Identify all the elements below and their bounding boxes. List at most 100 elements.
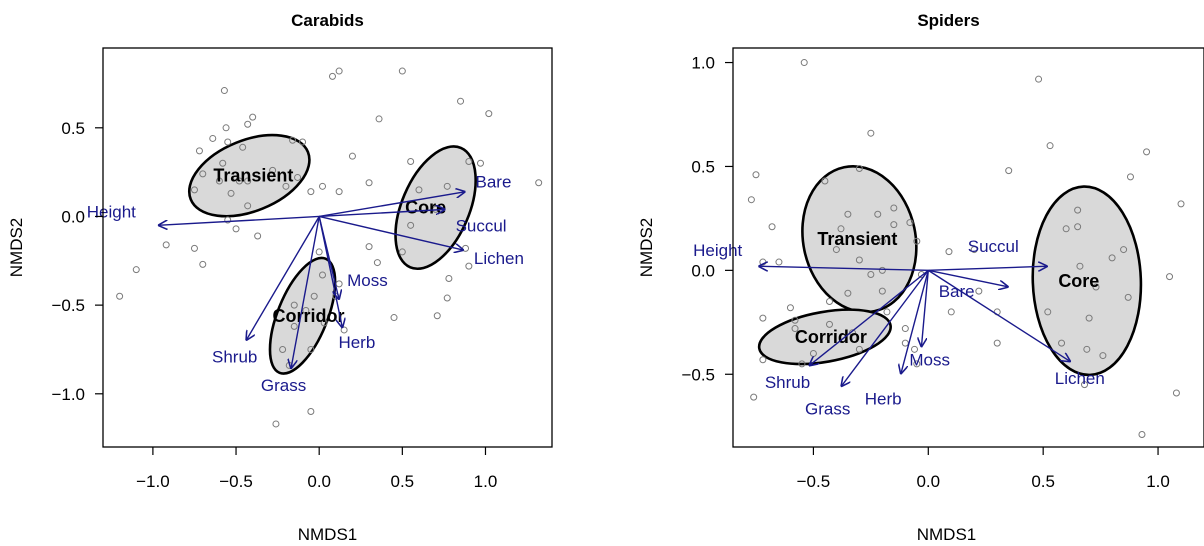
spiders-group-label-transient: Transient [817,229,897,249]
carabids-site-point [227,189,235,197]
carabids-vector-label-grass: Grass [261,376,306,395]
carabids-site-point [249,113,257,121]
carabids-site-point [282,182,290,190]
carabids-panel: TransientCoreCorridorHeightBareSucculLic… [7,11,553,544]
carabids-x-tick-label: 0.5 [391,472,415,491]
spiders-site-point [837,225,845,233]
spiders-site-point [1044,308,1052,316]
carabids-y-axis-label: NMDS2 [7,218,26,278]
spiders-group-label-corridor: Corridor [795,327,867,347]
spiders-site-point [791,325,799,333]
carabids-vector-label-lichen: Lichen [474,249,524,268]
carabids-x-tick-label: −0.5 [219,472,253,491]
carabids-site-point [195,147,203,155]
spiders-panel: Transient Core Corridor Height Succul Bare Lic… [637,11,1204,544]
carabids-site-point [348,152,356,160]
spiders-site-point [750,393,758,401]
spiders-title: Spiders [917,11,979,30]
carabids-site-point [290,322,298,330]
spiders-site-point [800,59,808,67]
carabids-site-point [407,221,415,229]
carabids-site-point [224,216,232,224]
carabids-y-tick-label: −0.5 [51,296,85,315]
carabids-site-point [315,248,323,256]
spiders-y-tick-label: −0.5 [681,365,715,384]
carabids-site-point [433,312,441,320]
spiders-site-point [855,256,863,264]
carabids-site-point [235,177,243,185]
carabids-y-tick-label: 0.5 [61,119,85,138]
spiders-site-point [945,248,953,256]
spiders-x-tick-label: −0.5 [797,472,831,491]
spiders-site-point [775,258,783,266]
carabids-ellipse-transient [187,133,311,218]
spiders-ellipse-corridor [757,308,892,366]
carabids-site-point [443,182,451,190]
spiders-vector-lichen [927,269,1070,361]
carabids-site-point [222,124,230,132]
spiders-site-point [1074,223,1082,231]
spiders-site-point [913,360,921,368]
spiders-site-point [832,246,840,254]
carabids-site-point [457,97,465,105]
spiders-site-point [1085,314,1093,322]
spiders-site-point [1124,293,1132,301]
carabids-y-tick-label: −1.0 [51,385,85,404]
carabids-group-label-corridor: Corridor [273,306,345,326]
spiders-site-point [878,266,886,274]
carabids-vector-height [158,215,320,225]
spiders-site-point [844,289,852,297]
carabids-x-tick-label: −1.0 [136,472,170,491]
spiders-site-point [1062,225,1070,233]
spiders-site-point [1035,75,1043,83]
spiders-site-point [798,360,806,368]
carabids-vector-shrub [246,216,320,340]
spiders-site-point [759,258,767,266]
carabids-site-point [398,67,406,75]
carabids-title: Carabids [291,11,364,30]
spiders-site-point [759,356,767,364]
carabids-vector-herb [318,216,342,328]
carabids-site-point [328,72,336,80]
spiders-site-point [1005,167,1013,175]
spiders-site-point [855,345,863,353]
carabids-site-point [239,143,247,151]
carabids-site-point [244,120,252,128]
carabids-y-tick-label: 0.0 [61,207,85,226]
spiders-site-point [874,210,882,218]
spiders-vector-grass [841,269,929,386]
carabids-site-point [290,301,298,309]
spiders-x-tick-label: 0.5 [1031,472,1055,491]
spiders-site-point [1099,352,1107,360]
carabids-site-point [272,420,280,428]
carabids-site-point [220,87,228,95]
carabids-site-point [407,157,415,165]
spiders-site-point [825,320,833,328]
spiders-site-point [1166,273,1174,281]
spiders-site-point [1120,246,1128,254]
spiders-site-point [1143,148,1151,156]
carabids-vector-label-succul: Succul [456,216,507,235]
spiders-ellipse-core [1031,185,1143,377]
spiders-vector-shrub [809,269,929,366]
carabids-site-point [190,186,198,194]
spiders-ellipse-transient [801,165,918,314]
spiders-site-point [913,237,921,245]
spiders-vector-label-height: Height [693,241,742,260]
spiders-site-point [1076,262,1084,270]
carabids-site-point [299,138,307,146]
carabids-site-point [443,294,451,302]
spiders-site-point [906,219,914,227]
carabids-vector-succul [319,209,445,218]
spiders-site-point [1172,389,1180,397]
spiders-y-tick-label: 0.5 [691,157,715,176]
spiders-site-point [878,287,886,295]
spiders-site-point [747,196,755,204]
spiders-site-point [825,298,833,306]
carabids-ellipse-corridor [268,256,337,375]
carabids-site-point [244,177,252,185]
spiders-site-point [791,316,799,324]
spiders-site-point [878,237,886,245]
carabids-vector-label-herb: Herb [338,333,375,352]
spiders-site-point [1058,339,1066,347]
